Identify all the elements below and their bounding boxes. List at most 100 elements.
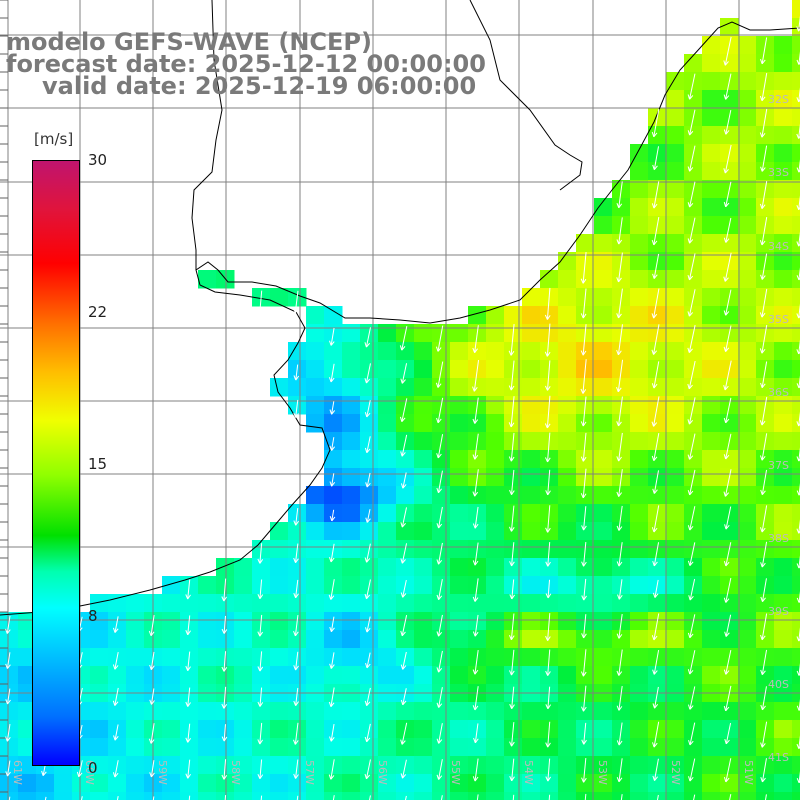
wind-arrow	[509, 758, 515, 782]
wind-cell	[198, 648, 217, 667]
wind-arrow	[651, 361, 660, 389]
wind-cell	[198, 738, 217, 757]
wind-arrow	[544, 360, 551, 391]
wind-cell	[738, 144, 757, 163]
wind-arrow	[760, 578, 767, 603]
wind-cell	[378, 342, 397, 361]
wind-arrow	[149, 651, 155, 671]
wind-cell	[612, 792, 631, 800]
wind-arrow	[723, 217, 732, 243]
wind-cell	[414, 468, 433, 487]
wind-cell	[486, 432, 505, 451]
wind-arrow	[616, 758, 623, 783]
wind-arrow	[329, 473, 336, 487]
lon-label: 52W	[669, 760, 682, 785]
wind-cell	[342, 450, 361, 469]
wind-cell	[792, 36, 800, 55]
wind-arrow	[329, 652, 335, 669]
wind-arrow	[545, 686, 552, 710]
wind-arrow	[328, 687, 335, 708]
wind-cell	[324, 522, 343, 541]
lat-label: 35S	[768, 313, 789, 326]
wind-arrow	[759, 288, 768, 318]
wind-cell	[414, 702, 433, 721]
wind-cell	[702, 486, 721, 505]
wind-cell	[630, 468, 649, 487]
wind-arrow	[5, 760, 11, 777]
wind-arrow	[508, 324, 515, 356]
wind-arrow	[185, 651, 191, 672]
wind-cell	[486, 414, 505, 433]
wind-cell	[234, 738, 253, 757]
wind-arrow	[760, 649, 768, 676]
wind-cell	[522, 738, 541, 757]
wind-cell	[648, 342, 667, 361]
wind-cell	[594, 270, 613, 289]
wind-cell	[540, 558, 559, 577]
wind-cell	[360, 774, 379, 793]
wind-cell	[90, 756, 109, 775]
wind-cell	[180, 702, 199, 721]
wind-cell	[720, 54, 739, 73]
wind-cell	[450, 468, 469, 487]
wind-arrow	[472, 758, 479, 782]
wind-cell	[558, 396, 577, 415]
wind-cell	[612, 234, 631, 253]
wind-arrow	[364, 759, 371, 780]
wind-cell	[648, 774, 667, 793]
wind-cell	[450, 450, 469, 469]
wind-arrow	[113, 616, 119, 633]
wind-arrow	[651, 324, 660, 355]
wind-arrow	[436, 434, 444, 459]
wind-cell	[540, 774, 559, 793]
wind-arrow	[545, 432, 551, 463]
wind-cell	[630, 450, 649, 469]
wind-cell	[702, 378, 721, 397]
wind-arrow	[257, 722, 264, 745]
wind-cell	[414, 450, 433, 469]
wind-cell	[738, 576, 757, 595]
wind-cell	[540, 414, 559, 433]
wind-cell	[342, 594, 361, 613]
wind-arrow	[723, 397, 732, 424]
wind-cell	[108, 666, 127, 685]
wind-cell	[720, 342, 739, 361]
wind-cell	[774, 612, 793, 631]
wind-cell	[666, 630, 685, 649]
wind-cell	[306, 630, 325, 649]
wind-cell	[666, 432, 685, 451]
wind-cell	[522, 396, 541, 415]
wind-arrow	[512, 794, 515, 800]
wind-cell	[324, 414, 343, 433]
wind-arrow	[472, 433, 479, 460]
wind-cell	[90, 720, 109, 739]
wind-cell	[324, 630, 343, 649]
wind-cell	[306, 504, 325, 523]
wind-cell	[666, 612, 685, 631]
wind-arrow	[149, 760, 155, 778]
wind-cell	[108, 630, 127, 649]
wind-cell	[450, 594, 469, 613]
wind-arrow	[509, 542, 515, 567]
wind-arrow	[544, 287, 551, 320]
wind-cell	[648, 450, 667, 469]
wind-cell	[414, 558, 433, 577]
wind-cell	[486, 774, 505, 793]
wind-cell	[558, 720, 577, 739]
wind-arrow	[112, 687, 119, 706]
wind-cell	[198, 630, 217, 649]
wind-arrow	[545, 758, 552, 782]
wind-cell	[684, 702, 703, 721]
wind-cell	[450, 756, 469, 775]
wind-cell	[738, 162, 757, 181]
wind-cell	[630, 162, 649, 181]
wind-arrow	[620, 794, 623, 800]
wind-cell	[450, 342, 469, 361]
wind-cell	[666, 720, 685, 739]
wind-cell	[108, 594, 127, 613]
wind-cell	[774, 144, 793, 163]
wind-cell	[648, 198, 667, 217]
wind-cell	[594, 738, 613, 757]
wind-arrow	[185, 759, 192, 779]
